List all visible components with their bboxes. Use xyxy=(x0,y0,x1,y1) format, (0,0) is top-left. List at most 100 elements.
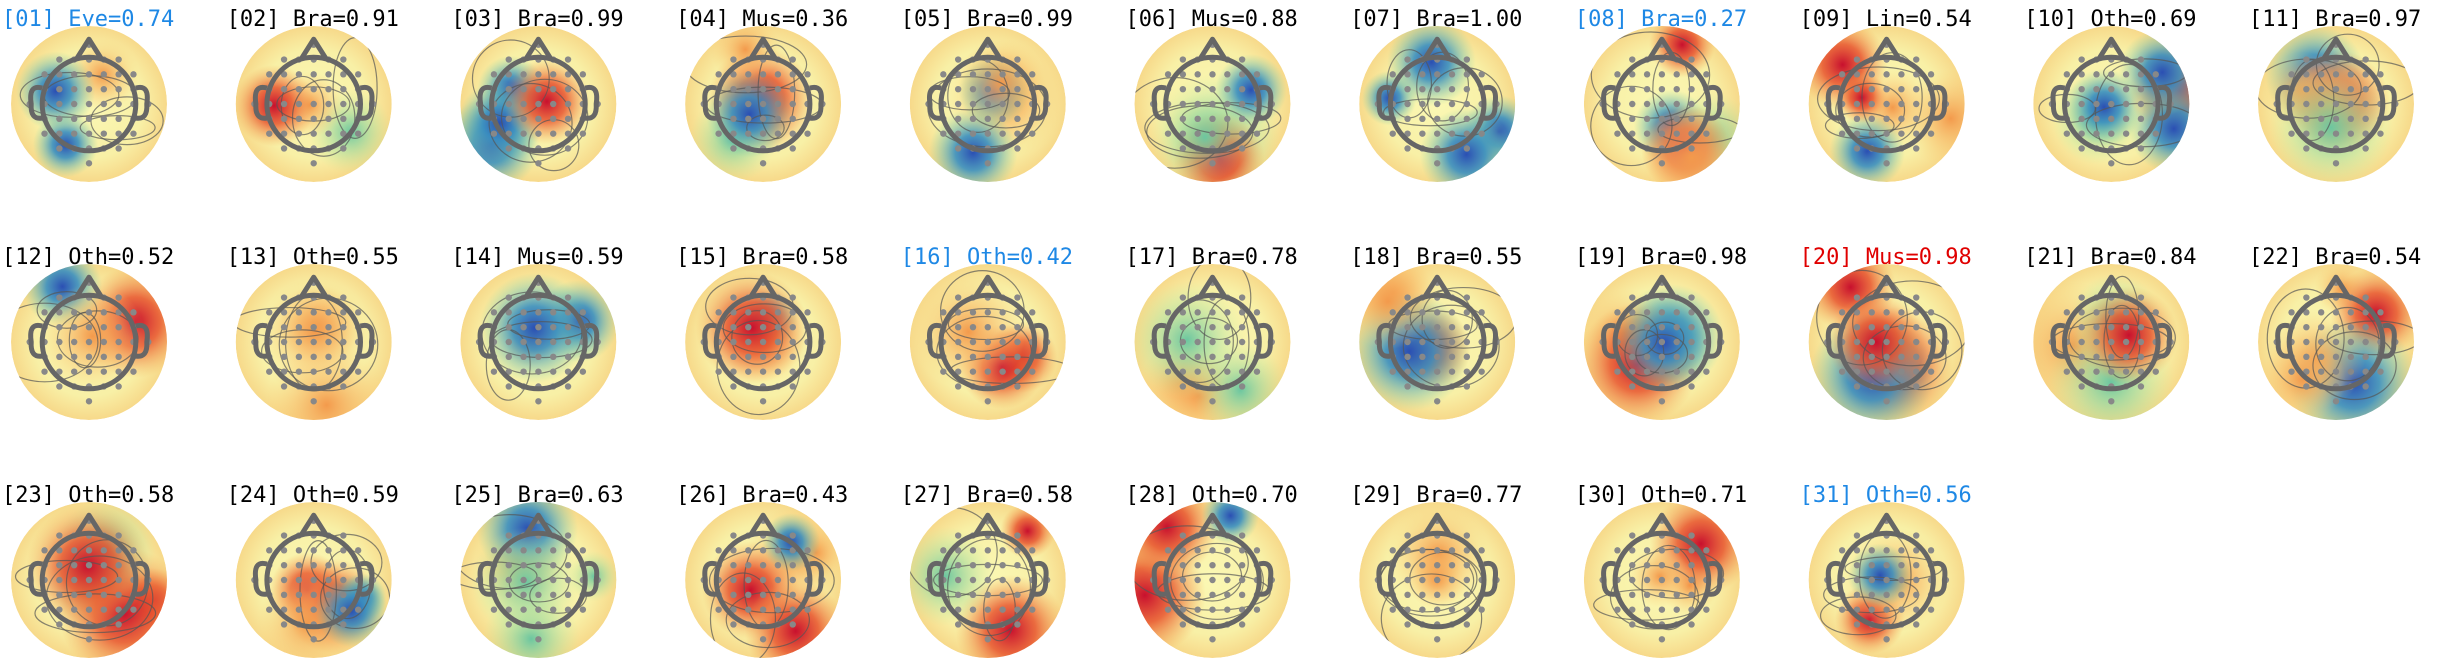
electrode xyxy=(1927,130,1935,137)
electrode xyxy=(1463,71,1471,78)
electrode xyxy=(759,398,767,405)
electrode xyxy=(759,576,767,584)
electrode xyxy=(1688,338,1695,346)
head-outline xyxy=(1837,530,1936,630)
electrode xyxy=(789,606,796,613)
electrode xyxy=(1658,160,1666,167)
electrode xyxy=(295,547,303,554)
ear xyxy=(1932,84,1948,121)
electrode xyxy=(1853,353,1861,361)
electrode xyxy=(999,353,1006,361)
electrode xyxy=(1448,561,1456,569)
electrode xyxy=(1164,368,1172,375)
electrode xyxy=(1853,576,1861,584)
electrode xyxy=(1389,368,1396,375)
electrode xyxy=(1448,71,1456,78)
electrode xyxy=(85,591,93,599)
electrode xyxy=(1478,130,1485,137)
electrode xyxy=(310,576,317,584)
electrode xyxy=(759,160,767,167)
electrode xyxy=(2078,353,2085,361)
electrode xyxy=(1014,576,1021,584)
electrode xyxy=(2332,85,2340,93)
electrode xyxy=(1419,547,1426,554)
contour-line xyxy=(1816,66,1940,132)
electrode xyxy=(774,115,782,123)
electrode xyxy=(1643,368,1651,375)
electrode xyxy=(56,561,63,569)
electrode xyxy=(1898,338,1905,346)
electrode xyxy=(1419,353,1426,361)
electrode xyxy=(1703,547,1710,554)
electrode xyxy=(520,130,527,137)
electrode xyxy=(56,323,63,331)
electrode xyxy=(295,71,303,78)
electrode xyxy=(2303,323,2310,331)
electrode xyxy=(1643,115,1651,123)
electrode xyxy=(2362,294,2369,301)
electrode xyxy=(1688,591,1695,599)
electrode xyxy=(730,338,737,346)
nose xyxy=(299,512,328,536)
electrode xyxy=(1688,294,1695,301)
electrode xyxy=(1253,130,1261,137)
electrode xyxy=(1194,338,1201,346)
electrode xyxy=(564,621,572,628)
electrode xyxy=(969,309,977,316)
electrode xyxy=(1463,561,1471,569)
electrode xyxy=(759,606,767,613)
electrode xyxy=(56,532,63,539)
electrode xyxy=(1463,115,1471,123)
electrode xyxy=(2078,309,2085,316)
electrode xyxy=(1404,294,1411,301)
electrode xyxy=(2303,368,2310,375)
ear xyxy=(2157,322,2173,359)
electrode xyxy=(70,368,78,375)
electrode xyxy=(774,547,782,554)
head-outline xyxy=(1612,530,1712,630)
electrode xyxy=(1238,56,1246,63)
electrode xyxy=(1179,130,1187,137)
electrode xyxy=(1224,323,1231,331)
electrode xyxy=(2332,338,2340,346)
electrode xyxy=(354,130,362,137)
electrode xyxy=(1448,323,1456,331)
electrode xyxy=(1448,576,1456,584)
electrode xyxy=(340,130,347,137)
electrode xyxy=(940,547,947,554)
electrode xyxy=(1883,398,1890,405)
electrode xyxy=(505,383,512,390)
electrode xyxy=(2362,100,2369,108)
ear xyxy=(1376,560,1392,597)
electrode xyxy=(115,353,122,361)
electrode xyxy=(954,115,962,123)
electrode xyxy=(1853,85,1861,93)
electrode xyxy=(1883,309,1890,316)
head-outline xyxy=(713,292,813,392)
electrode xyxy=(1179,621,1187,628)
electrode xyxy=(2303,115,2310,123)
electrode xyxy=(730,100,737,108)
electrode xyxy=(999,323,1006,331)
electrode xyxy=(550,85,557,93)
electrode xyxy=(969,130,977,137)
electrode xyxy=(1614,309,1621,316)
electrode xyxy=(70,323,78,331)
electrode xyxy=(1853,71,1861,78)
nose xyxy=(524,512,553,536)
electrode xyxy=(1209,398,1216,405)
electrode xyxy=(100,561,108,569)
electrode xyxy=(1868,561,1875,569)
ear xyxy=(1033,560,1049,597)
electrode xyxy=(1629,368,1636,375)
electrode xyxy=(325,368,332,375)
topomap xyxy=(1808,502,1965,658)
contour-line xyxy=(2094,63,2164,166)
electrode xyxy=(1853,561,1861,569)
electrode xyxy=(1673,338,1680,346)
electrode xyxy=(564,294,572,301)
electrode xyxy=(984,115,991,123)
electrode xyxy=(1688,85,1695,93)
electrode xyxy=(1404,532,1411,539)
head-outline xyxy=(1612,292,1712,392)
